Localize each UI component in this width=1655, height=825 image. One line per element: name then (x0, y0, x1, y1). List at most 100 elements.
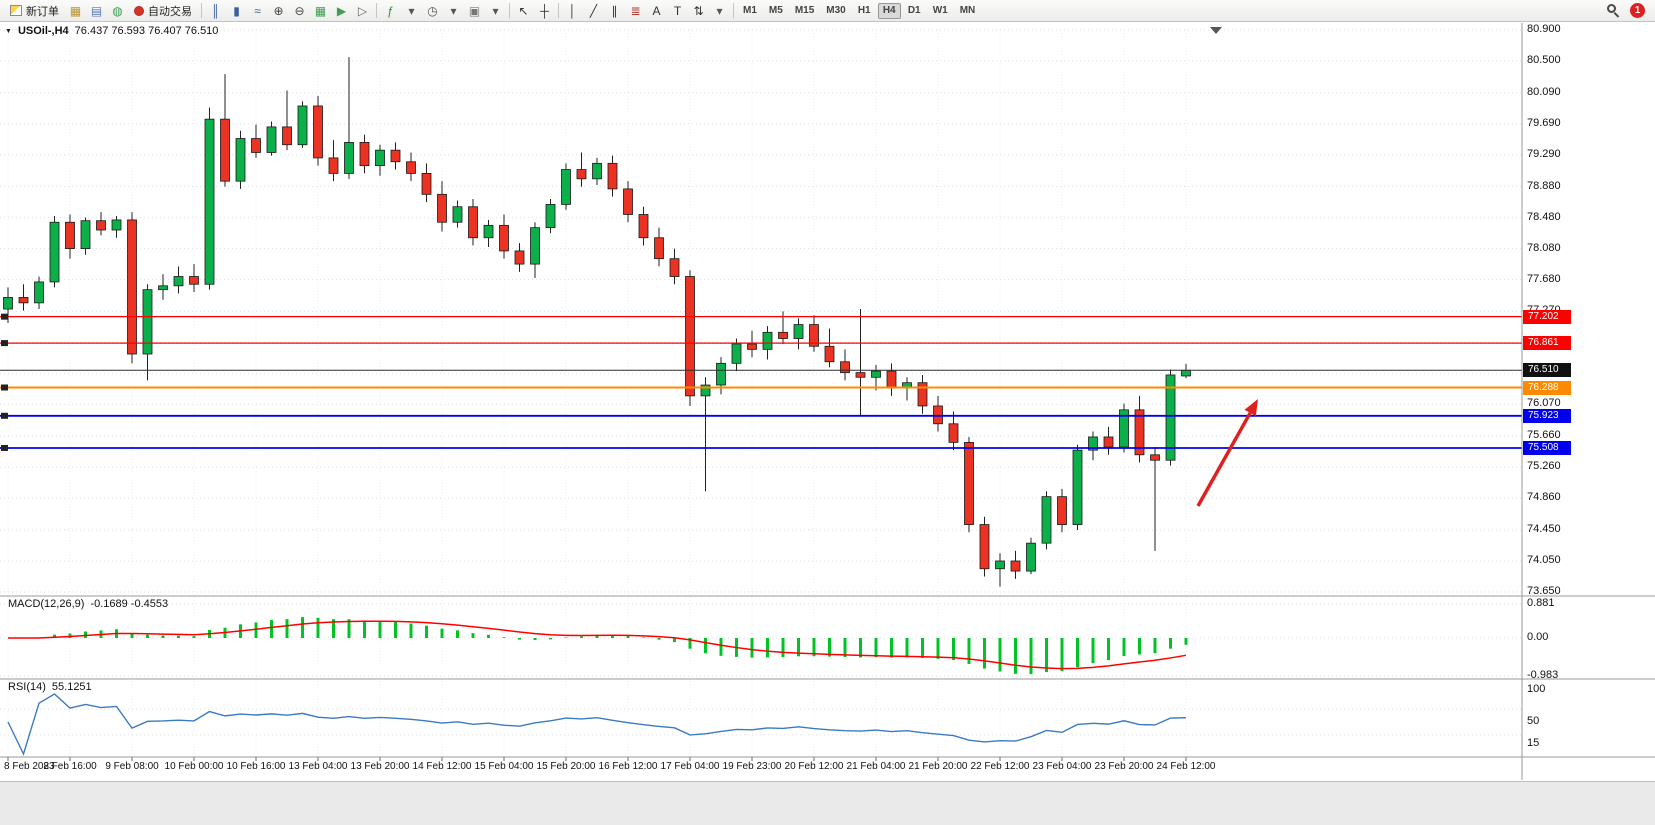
candle (65, 221, 75, 249)
indicators-dropdown[interactable]: ▾ (401, 2, 422, 20)
channel-button[interactable]: ∥ (604, 2, 625, 20)
zoom-out-button[interactable]: ⊖ (289, 2, 310, 20)
price-axis-label: 74.450 (1527, 522, 1561, 535)
timeframe-h1-button[interactable]: H1 (857, 5, 871, 16)
fibonacci-button[interactable]: ≣ (625, 2, 646, 20)
hline-marker (1, 313, 8, 320)
profiles-icon-button[interactable]: ▤ (86, 2, 107, 20)
periods-dropdown[interactable]: ▾ (443, 2, 464, 20)
arrows-tool-button[interactable]: ⇅ (688, 2, 709, 20)
time-axis-label: 10 Feb 16:00 (226, 761, 286, 772)
periods-clock-button[interactable]: ◷ (422, 2, 443, 20)
label-button[interactable]: T (667, 2, 688, 20)
candle (576, 169, 587, 180)
candle (747, 343, 757, 350)
time-axis-label: 20 Feb 12:00 (784, 761, 844, 772)
time-axis-label: 24 Feb 12:00 (1156, 761, 1216, 772)
price-axis-label: 79.690 (1527, 116, 1561, 129)
time-axis-label: 17 Feb 04:00 (660, 761, 720, 772)
ohlc-values: 76.437 76.593 76.407 76.510 (74, 25, 219, 37)
time-axis-label: 14 Feb 12:00 (412, 761, 472, 772)
search-icon[interactable] (1606, 3, 1621, 18)
tile-windows-button[interactable]: ▦ (310, 2, 331, 20)
hline-marker (1, 444, 8, 451)
candle (437, 193, 447, 223)
charts-window-icon-button[interactable]: ▦ (65, 2, 86, 20)
time-axis-label: 21 Feb 04:00 (846, 761, 906, 772)
chart-shift-button[interactable]: ▷ (352, 2, 373, 20)
time-axis-label: 16 Feb 12:00 (598, 761, 658, 772)
candle (592, 162, 602, 180)
timeframe-w1-button[interactable]: W1 (932, 5, 948, 16)
macd-values: -0.1689 -0.4553 (90, 598, 169, 610)
bar-chart-type-button[interactable]: ║ (205, 2, 226, 20)
candle (778, 331, 788, 339)
candle (313, 105, 323, 159)
autotrading-button[interactable]: 自动交易 (128, 2, 198, 20)
candlestick-chart-type-button-glyph: ▮ (233, 3, 240, 18)
candle (700, 384, 711, 397)
arrows-dropdown[interactable]: ▾ (709, 2, 730, 20)
candle (111, 219, 122, 231)
candle (933, 405, 943, 425)
vertical-line-button[interactable]: │ (562, 2, 583, 20)
candle (235, 138, 246, 182)
timeframe-m5-button[interactable]: M5 (768, 5, 783, 16)
candle (34, 281, 44, 304)
time-axis-label: 9 Feb 08:00 (105, 761, 159, 772)
candle (297, 105, 308, 146)
new-order-button[interactable]: 新订单 (4, 2, 65, 20)
time-axis-label: 13 Feb 04:00 (288, 761, 348, 772)
candle (80, 220, 91, 249)
timeframe-h4-button[interactable]: H4 (877, 2, 901, 19)
time-axis-label: 15 Feb 04:00 (474, 761, 534, 772)
cursor-button[interactable]: ↖ (513, 2, 534, 20)
candle (545, 204, 556, 229)
candle (1041, 496, 1052, 544)
time-axis-label: 23 Feb 04:00 (1032, 761, 1092, 772)
candle (1010, 560, 1021, 572)
arrows-dropdown-glyph: ▾ (716, 3, 723, 18)
candle (762, 331, 773, 350)
auto-scroll-button[interactable]: ▶ (331, 2, 352, 20)
market-watch-icon-button[interactable]: ◍ (107, 2, 128, 20)
line-chart-type-button[interactable]: ≈ (247, 2, 268, 20)
candle (716, 362, 726, 386)
candle (917, 382, 928, 407)
trendline-button[interactable]: ╱ (583, 2, 604, 20)
text-button[interactable]: A (646, 2, 667, 20)
rsi-axis-label: 50 (1527, 715, 1540, 727)
candle (1181, 369, 1191, 377)
candle (421, 173, 432, 195)
timeframe-m30-button[interactable]: M30 (826, 5, 846, 16)
timeframe-m1-button[interactable]: M1 (743, 5, 757, 16)
chart-title-row: ▼ USOil-,H4 76.437 76.593 76.407 76.510 (5, 25, 218, 37)
candle (1088, 436, 1098, 451)
timeframe-d1-button[interactable]: D1 (907, 5, 921, 16)
annotations (1196, 399, 1258, 507)
time-axis-label: 21 Feb 20:00 (908, 761, 968, 772)
candle (979, 524, 990, 570)
templates-dropdown[interactable]: ▾ (485, 2, 506, 20)
timeframe-mn-button[interactable]: MN (959, 5, 976, 16)
macd-axis-label: 0.00 (1527, 631, 1549, 643)
price-axis-label: 78.480 (1527, 210, 1561, 223)
notification-badge[interactable]: 1 (1630, 3, 1645, 18)
candle (390, 149, 401, 163)
crosshair-button[interactable]: ┼ (534, 2, 555, 20)
templates-button-glyph: ▣ (468, 3, 481, 18)
zoom-in-button[interactable]: ⊕ (268, 2, 289, 20)
templates-button[interactable]: ▣ (464, 2, 485, 20)
candlestick-chart-type-button[interactable]: ▮ (226, 2, 247, 20)
candle (561, 169, 571, 205)
chart-shift-marker-icon[interactable] (1210, 27, 1222, 34)
indicators-button[interactable]: ƒ (380, 2, 401, 20)
tile-windows-button-glyph: ▦ (314, 3, 327, 18)
chart-menu-icon[interactable]: ▼ (5, 27, 12, 35)
candle (468, 206, 478, 239)
timeframe-m15-button[interactable]: M15 (794, 5, 815, 16)
trend-arrow[interactable] (1196, 412, 1252, 507)
candle (344, 141, 354, 174)
symbol-title: USOil-,H4 (17, 25, 69, 37)
